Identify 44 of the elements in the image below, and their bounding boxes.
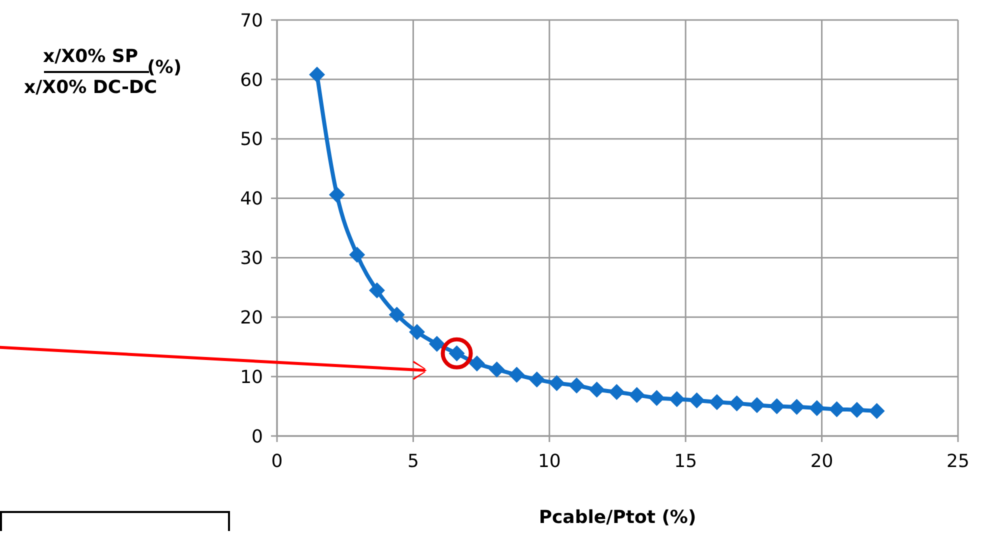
point	[349, 246, 366, 263]
point	[588, 382, 605, 398]
x-tick-label: 25	[946, 450, 970, 472]
x-tick-label: 20	[810, 450, 834, 472]
point	[828, 401, 845, 418]
point	[788, 398, 805, 415]
point	[748, 397, 765, 414]
point	[808, 400, 825, 416]
point	[608, 384, 625, 400]
y-tick-label: 0	[252, 426, 263, 448]
y-tick-label: 40	[240, 188, 263, 210]
y-axis-title: x/X0% SP x/X0% DC-DC (%)	[24, 46, 182, 98]
point	[508, 366, 525, 383]
point	[388, 306, 405, 323]
point	[409, 324, 426, 340]
point	[688, 392, 705, 408]
x-tick-label: 15	[674, 450, 698, 472]
point	[428, 336, 445, 352]
point	[548, 375, 565, 392]
y-tick-label: 30	[240, 248, 263, 270]
x-tick-label: 10	[538, 450, 561, 472]
y-tick-label: 60	[240, 70, 263, 91]
point	[468, 355, 485, 372]
x-axis-title: Pcable/Ptot (%)	[538, 507, 696, 528]
point	[648, 390, 665, 406]
y-tick-label: 20	[240, 308, 263, 329]
y-tick-label: 70	[240, 10, 263, 32]
point	[328, 186, 345, 203]
point	[728, 395, 745, 412]
point	[868, 403, 885, 420]
point	[848, 402, 865, 418]
x-tick-label: 5	[407, 450, 419, 472]
point	[309, 66, 326, 83]
y-tick-label: 10	[240, 366, 263, 388]
y-tick-label: 50	[240, 129, 263, 150]
point	[668, 391, 685, 408]
point	[488, 361, 505, 378]
point	[568, 377, 585, 394]
point	[768, 398, 785, 414]
point	[368, 282, 385, 298]
point	[628, 386, 645, 403]
x-tick-label: 0	[271, 450, 283, 472]
point	[708, 394, 725, 410]
point	[528, 372, 545, 388]
